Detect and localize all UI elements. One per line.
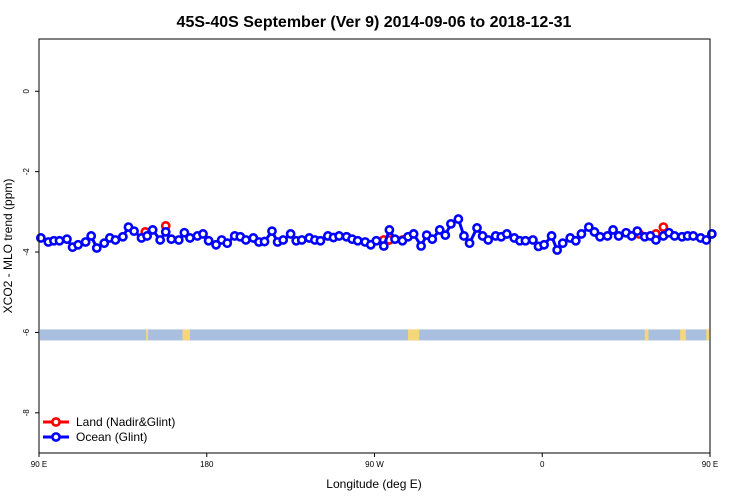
point-ocean-56	[384, 225, 395, 235]
point-ocean-33	[240, 235, 251, 245]
point-ocean-86	[570, 235, 581, 246]
point-ocean-6	[73, 239, 84, 250]
point-ocean-15	[129, 226, 139, 237]
point-ocean-68	[459, 231, 469, 241]
legend: Land (Nadir&Glint)Ocean (Glint)	[43, 415, 175, 444]
x-tick-label-2: 90 W	[365, 460, 384, 469]
point-ocean-84	[557, 238, 568, 249]
map-strip-land-4	[680, 329, 686, 341]
map-strip-ocean	[40, 329, 709, 341]
point-ocean-22	[173, 235, 184, 245]
y-tick-label-4: -8	[22, 409, 31, 417]
point-ocean-81	[539, 239, 550, 250]
point-ocean-13	[117, 231, 128, 242]
legend-label-1: Ocean (Glint)	[76, 430, 147, 444]
point-ocean-9	[91, 243, 102, 253]
point-ocean-102	[669, 231, 680, 241]
map-strip-land-2	[408, 329, 420, 341]
point-ocean-79	[528, 235, 538, 245]
point-ocean-7	[80, 237, 91, 247]
y-tick-label-1: -2	[22, 168, 31, 176]
point-ocean-108	[706, 229, 717, 239]
point-ocean-51	[352, 235, 363, 246]
point-ocean-40	[285, 229, 296, 239]
x-tick-label-4: 90 E	[702, 460, 718, 469]
plot-area	[35, 214, 717, 341]
point-ocean-92	[608, 225, 618, 235]
point-ocean-75	[501, 229, 512, 239]
point-ocean-0	[35, 233, 46, 243]
point-ocean-39	[278, 235, 289, 245]
point-ocean-70	[472, 223, 482, 233]
point-ocean-64	[434, 225, 445, 235]
point-ocean-105	[688, 231, 699, 241]
point-ocean-12	[110, 235, 121, 245]
point-ocean-4	[62, 234, 72, 245]
point-ocean-55	[378, 241, 389, 251]
map-strip-land-5	[706, 329, 709, 341]
point-ocean-61	[416, 241, 426, 251]
point-ocean-23	[179, 227, 190, 238]
point-ocean-63	[427, 234, 438, 245]
point-ocean-65	[440, 230, 451, 241]
map-strip-land-1	[182, 329, 190, 341]
point-ocean-37	[267, 226, 277, 237]
point-ocean-72	[483, 235, 494, 245]
point-ocean-17	[142, 231, 153, 241]
point-ocean-60	[408, 229, 419, 239]
point-ocean-27	[203, 235, 214, 246]
legend-marker-1	[51, 432, 61, 442]
point-ocean-99	[651, 235, 661, 245]
point-ocean-82	[546, 231, 557, 241]
point-ocean-93	[613, 231, 624, 241]
point-ocean-24	[185, 233, 195, 243]
point-ocean-54	[371, 235, 382, 246]
y-tick-label-3: -6	[22, 328, 31, 336]
chart-title: 45S-40S September (Ver 9) 2014-09-06 to …	[177, 14, 572, 31]
point-ocean-67	[453, 214, 464, 224]
point-ocean-30	[222, 238, 233, 249]
point-ocean-10	[99, 238, 110, 249]
point-ocean-66	[446, 218, 456, 229]
point-ocean-8	[86, 231, 97, 241]
point-ocean-20	[160, 227, 171, 237]
y-tick-label-2: -4	[22, 248, 31, 256]
legend-marker-0	[51, 417, 61, 427]
point-ocean-3	[54, 235, 65, 246]
point-ocean-48	[334, 231, 344, 241]
point-ocean-96	[632, 226, 643, 237]
point-ocean-36	[259, 236, 270, 247]
x-tick-label-1: 180	[200, 460, 214, 469]
x-tick-label-3: 0	[540, 460, 545, 469]
point-ocean-19	[155, 235, 166, 245]
point-ocean-83	[552, 245, 563, 255]
y-tick-label-0: 0	[22, 88, 31, 93]
x-axis-label: Longitude (deg E)	[326, 477, 421, 491]
point-ocean-87	[576, 229, 587, 239]
point-ocean-69	[464, 238, 475, 249]
point-ocean-26	[198, 229, 208, 239]
point-ocean-42	[296, 235, 307, 245]
legend-label-0: Land (Nadir&Glint)	[76, 415, 175, 429]
point-ocean-91	[602, 231, 613, 241]
point-ocean-57	[390, 234, 400, 245]
y-axis-label: XCO2 - MLO trend (ppm)	[1, 179, 15, 314]
map-strip-land-0	[146, 329, 149, 341]
point-ocean-78	[520, 235, 531, 246]
point-land-7	[658, 222, 669, 233]
point-ocean-90	[595, 231, 605, 242]
point-ocean-45	[315, 235, 326, 246]
x-tick-label-0: 90 E	[31, 460, 47, 469]
map-strip-land-3	[644, 329, 649, 341]
point-ocean-21	[166, 234, 177, 245]
point-ocean-18	[147, 225, 158, 235]
